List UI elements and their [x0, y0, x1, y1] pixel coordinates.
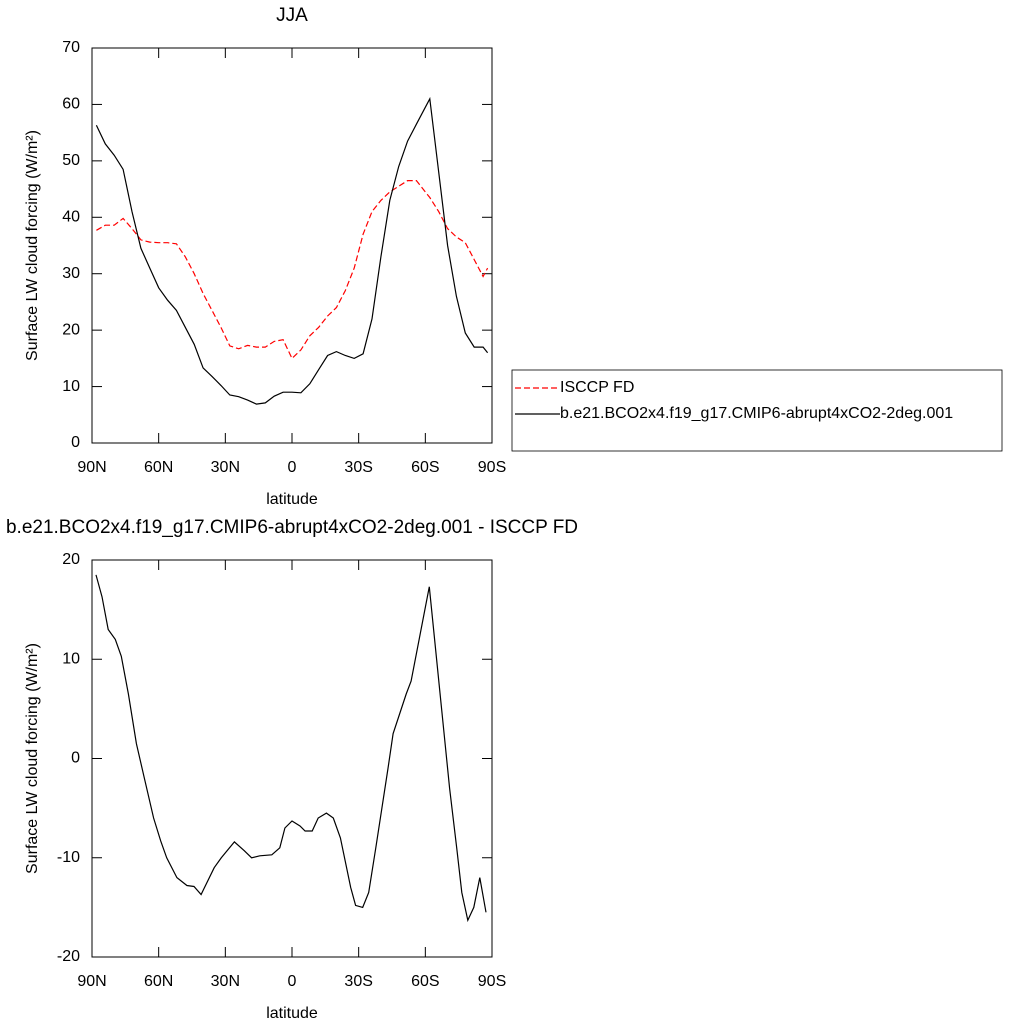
x-tick-label: 30S — [344, 973, 372, 990]
x-tick-label: 60S — [411, 459, 439, 476]
x-tick-label: 0 — [288, 459, 297, 476]
legend-box — [511, 369, 1003, 452]
y-tick-label: 40 — [62, 209, 80, 226]
plot-frame — [91, 47, 493, 444]
y-tick-label: 50 — [62, 152, 80, 169]
data-line — [95, 96, 489, 405]
y-tick-label: 0 — [71, 434, 80, 451]
chart-panel: b.e21.BCO2x4.f19_g17.CMIP6-abrupt4xCO2-2… — [6, 517, 578, 1022]
data-line — [95, 574, 487, 923]
x-tick-label: 60N — [144, 973, 173, 990]
legend-label: b.e21.BCO2x4.f19_g17.CMIP6-abrupt4xCO2-2… — [560, 405, 953, 422]
y-tick-label: 20 — [62, 321, 80, 338]
x-tick-label: 30N — [211, 459, 240, 476]
y-axis-label: Surface LW cloud forcing (W/m²) — [24, 130, 41, 361]
x-tick-label: 30N — [211, 973, 240, 990]
y-tick-label: 30 — [62, 265, 80, 282]
y-axis-label: Surface LW cloud forcing (W/m²) — [24, 643, 41, 874]
y-tick-label: 60 — [62, 96, 80, 113]
y-tick-label: 70 — [62, 39, 80, 56]
x-tick-label: 90S — [478, 459, 506, 476]
x-tick-label: 90S — [478, 973, 506, 990]
y-tick-label: 10 — [62, 378, 80, 395]
plot-frame — [91, 559, 493, 958]
y-tick-label: 20 — [62, 551, 80, 568]
x-axis-label: latitude — [266, 1005, 318, 1022]
chart-title: b.e21.BCO2x4.f19_g17.CMIP6-abrupt4xCO2-2… — [6, 517, 578, 538]
data-line — [96, 180, 489, 360]
y-tick-label: -10 — [57, 849, 80, 866]
x-tick-label: 60N — [144, 459, 173, 476]
x-axis-label: latitude — [266, 491, 318, 508]
y-tick-label: -20 — [57, 948, 80, 965]
chart-panel: JJA latitude Surface LW cloud forcing (W/m… — [24, 5, 1003, 508]
x-tick-label: 90N — [77, 459, 106, 476]
y-tick-label: 0 — [71, 750, 80, 767]
x-tick-label: 60S — [411, 973, 439, 990]
legend-label: ISCCP FD — [560, 379, 634, 396]
x-tick-label: 90N — [77, 973, 106, 990]
chart-title: JJA — [276, 5, 308, 26]
x-tick-label: 30S — [344, 459, 372, 476]
x-tick-label: 0 — [288, 973, 297, 990]
y-tick-label: 10 — [62, 650, 80, 667]
